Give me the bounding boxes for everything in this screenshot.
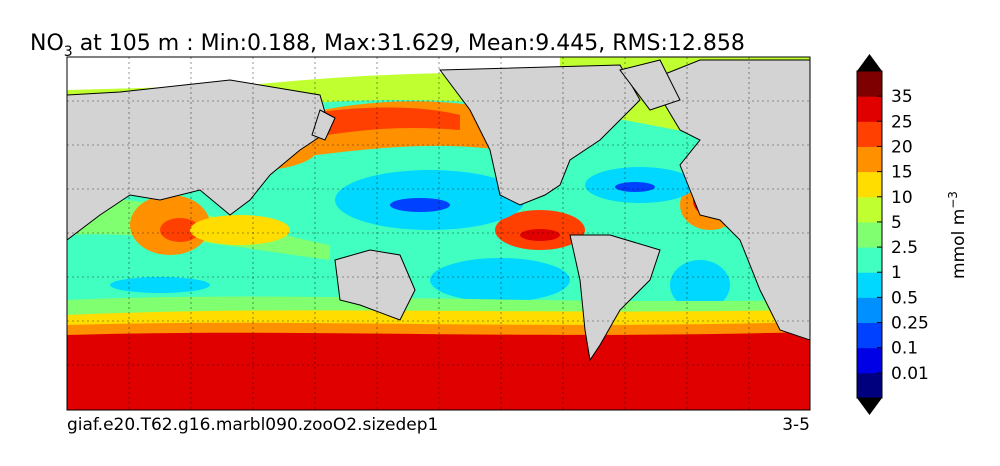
colorbar-band [857,71,882,97]
colorbar-band [857,297,882,324]
colorbar-extend-bottom [857,398,882,415]
colorbar-extend-top [857,54,882,71]
colorbar-label: 10 [891,188,913,208]
grid [67,57,810,410]
colorbar: 0.01 0.1 0.25 0.5 1 2.5 5 10 15 20 25 35 [856,54,929,415]
map [67,57,810,410]
colorbar-label: 5 [891,213,902,233]
colorbar-band [857,247,882,273]
colorbar-unit: mmol m−3 [946,191,969,279]
unit-superscript: −3 [946,191,960,209]
title: NO3 at 105 m : Min:0.188, Max:31.629, Me… [30,31,745,60]
colorbar-band [857,96,882,122]
title-text: NO [30,31,64,56]
colorbar-label: 0.1 [891,339,918,359]
footer-left: giaf.e20.T62.g16.marbl090.zooO2.sizedep1 [67,415,438,435]
colorbar-label: 25 [891,112,913,132]
title-rest: at 105 m : Min:0.188, Max:31.629, Mean:9… [73,31,745,56]
colorbar-label: 15 [891,163,913,183]
colorbar-band [857,196,882,223]
footer-right: 3-5 [782,415,810,435]
colorbar-band [857,146,882,173]
colorbar-band [857,372,882,399]
colorbar-label: 0.5 [891,288,918,308]
title-subscript: 3 [64,44,73,60]
colorbar-label: 0.25 [891,314,929,334]
colorbar-label: 1 [891,263,902,283]
colorbar-label: 20 [891,137,913,157]
unit-text: mmol m [949,209,969,279]
colorbar-band [857,221,882,248]
colorbar-frame [856,70,883,399]
colorbar-label: 35 [891,87,913,107]
map-frame [66,56,811,411]
colorbar-band [857,347,882,374]
colorbar-band [857,121,882,147]
colorbar-band [857,272,882,298]
colorbar-band [857,322,882,349]
colorbar-band [857,171,882,198]
colorbar-label: 2.5 [891,238,918,258]
colorbar-label: 0.01 [891,364,929,384]
